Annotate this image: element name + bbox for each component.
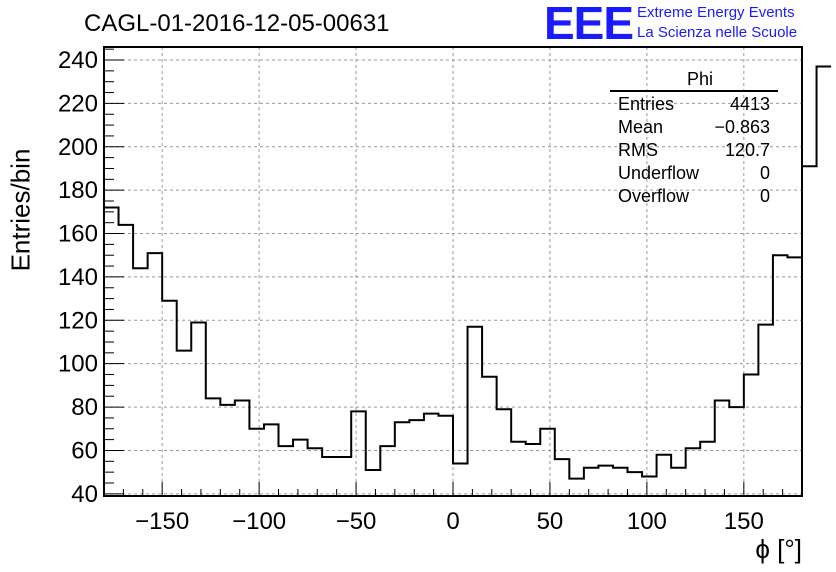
stats-row-underflow: Underflow 0 xyxy=(610,162,778,185)
stats-value: −0.863 xyxy=(714,117,770,137)
stats-label: RMS xyxy=(618,140,658,160)
stats-label: Mean xyxy=(618,117,664,137)
logo-line-2: La Scienza nelle Scuole xyxy=(637,24,798,41)
chart-title: CAGL-01-2016-12-05-00631 xyxy=(84,10,390,37)
logo-text: Extreme Energy Events La Scienza nelle S… xyxy=(637,3,797,43)
stats-value: 0 xyxy=(759,186,770,206)
y-tick-label: 40 xyxy=(71,481,98,508)
x-tick-label: 150 xyxy=(724,508,764,535)
stats-title: Phi xyxy=(610,68,778,92)
y-tick-label: 60 xyxy=(71,437,98,464)
stats-label: Overflow xyxy=(618,186,690,206)
stats-row-mean: Mean −0.863 xyxy=(610,116,778,139)
stats-value: 4413 xyxy=(729,94,770,114)
x-tick-label: −150 xyxy=(135,508,189,535)
y-tick-label: 200 xyxy=(58,134,98,161)
stats-label: Entries xyxy=(618,94,675,114)
x-axis: −150 −100 −50 0 50 100 150 xyxy=(103,482,803,535)
grid-lines xyxy=(104,47,802,496)
y-tick-label: 120 xyxy=(58,307,98,334)
x-axis-label: ϕ [°] xyxy=(755,534,802,564)
stats-label: Underflow xyxy=(618,163,700,183)
x-tick-label: −100 xyxy=(232,508,286,535)
stats-box: Phi Entries 4413 Mean −0.863 RMS 120.7 Unde… xyxy=(610,68,778,208)
histogram-step-line xyxy=(104,65,832,480)
y-tick-label: 160 xyxy=(58,221,98,248)
y-tick-label: 140 xyxy=(58,264,98,291)
y-axis-label: Entries/bin xyxy=(6,110,36,310)
stats-row-entries: Entries 4413 xyxy=(610,93,778,116)
y-tick-label: 80 xyxy=(71,394,98,421)
stats-row-rms: RMS 120.7 xyxy=(610,139,778,162)
stats-value: 120.7 xyxy=(724,140,770,160)
y-tick-label: 240 xyxy=(58,47,98,74)
x-tick-label: 0 xyxy=(446,508,459,535)
y-axis-label-text: Entries/bin xyxy=(5,148,36,272)
y-tick-label: 180 xyxy=(58,177,98,204)
stats-value: 0 xyxy=(759,163,770,183)
x-tick-label: 50 xyxy=(537,508,564,535)
x-tick-label: 100 xyxy=(627,508,667,535)
logo-line-1: Extreme Energy Events xyxy=(637,4,795,21)
y-tick-label: 100 xyxy=(58,351,98,378)
y-axis: 40 60 80 100 120 140 160 180 200 220 240 xyxy=(58,47,124,508)
y-tick-label: 220 xyxy=(58,90,98,117)
x-tick-label: −50 xyxy=(336,508,377,535)
eee-logo: EEE xyxy=(544,0,634,49)
stats-row-overflow: Overflow 0 xyxy=(610,185,778,208)
